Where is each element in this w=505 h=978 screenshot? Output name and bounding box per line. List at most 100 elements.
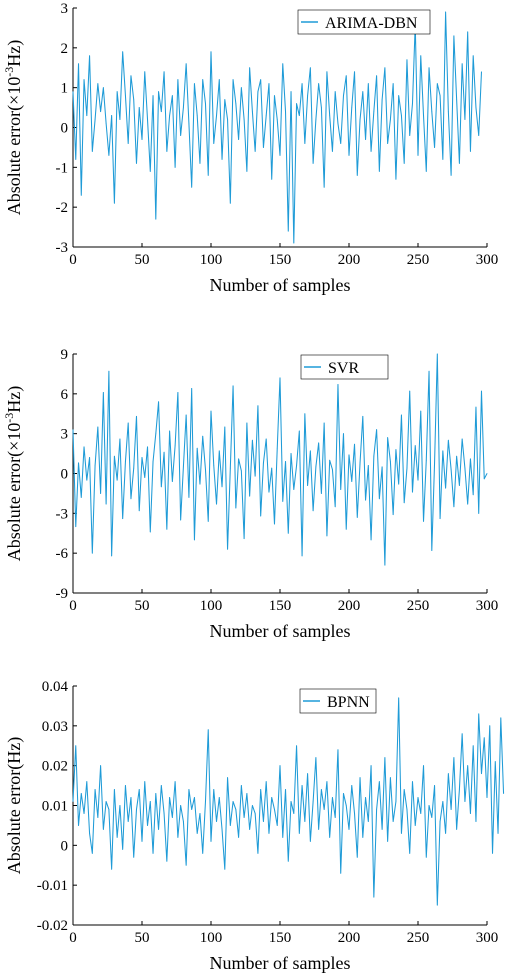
data-point: [321, 107, 322, 108]
data-point: [450, 809, 452, 810]
data-point: [351, 481, 353, 482]
data-point: [381, 99, 383, 101]
y-tick-label: -9: [56, 586, 69, 602]
data-point: [381, 466, 383, 468]
data-point: [370, 151, 372, 152]
y-tick-label: 0.02: [42, 759, 68, 775]
data-point: [497, 832, 499, 834]
data-point: [475, 107, 477, 108]
data-point: [472, 745, 474, 747]
x-tick-label: 0: [69, 598, 77, 614]
y-tick-label: -0.01: [37, 878, 68, 894]
data-point: [80, 793, 82, 794]
data-point: [395, 178, 397, 180]
data-point: [263, 821, 264, 822]
data-point: [362, 836, 364, 838]
data-point: [387, 840, 389, 842]
y-tick-label: 0.03: [42, 719, 68, 735]
data-point: [97, 83, 99, 85]
data-point: [481, 71, 482, 73]
data-point: [376, 75, 377, 77]
y-tick-label: 3: [61, 1, 69, 17]
data-point: [243, 119, 245, 120]
data-point: [472, 494, 474, 496]
data-point: [431, 817, 433, 818]
data-point: [147, 119, 148, 120]
data-point: [86, 115, 88, 116]
data-point: [185, 63, 187, 65]
data-point: [252, 111, 253, 112]
data-point: [434, 785, 435, 786]
data-point: [224, 426, 226, 428]
data-point: [417, 154, 419, 156]
data-point: [293, 489, 295, 490]
data-point: [442, 158, 444, 160]
data-point: [271, 467, 273, 469]
data-point: [378, 781, 380, 782]
data-point: [351, 107, 353, 108]
data-point: [343, 793, 344, 794]
data-point: [298, 430, 300, 432]
data-point: [149, 801, 151, 802]
data-point: [271, 797, 273, 798]
data-point: [268, 83, 270, 85]
data-point: [356, 174, 358, 176]
data-point: [323, 422, 325, 424]
data-point: [265, 438, 267, 440]
data-point: [326, 71, 328, 73]
data-point: [78, 63, 79, 65]
data-point: [483, 478, 485, 480]
data-point: [130, 498, 132, 500]
data-point: [177, 392, 179, 393]
data-point: [447, 773, 449, 775]
data-point: [171, 95, 173, 97]
data-point: [114, 455, 115, 457]
data-point: [412, 491, 413, 493]
y-tick-label: 6: [61, 387, 69, 403]
data-point: [309, 67, 311, 69]
data-point: [373, 111, 375, 112]
data-point: [227, 119, 228, 120]
data-point: [158, 401, 159, 403]
data-point: [199, 813, 201, 814]
data-point: [265, 115, 267, 116]
data-point: [414, 445, 416, 447]
data-point: [125, 785, 126, 786]
x-tick-label: 300: [476, 930, 499, 946]
data-point: [343, 433, 344, 435]
data-point: [442, 801, 444, 802]
legend-label: SVR: [328, 360, 359, 377]
data-point: [483, 737, 485, 739]
data-point: [136, 416, 137, 417]
data-point: [116, 479, 118, 481]
data-point: [166, 151, 168, 152]
data-point: [138, 789, 140, 790]
data-point: [160, 785, 162, 786]
data-point: [72, 91, 74, 93]
data-point: [392, 821, 394, 822]
data-point: [174, 445, 176, 447]
data-point: [227, 548, 228, 550]
data-point: [260, 789, 262, 790]
x-axis-title: Number of samples: [210, 953, 351, 973]
data-point: [387, 437, 389, 439]
legend: SVR: [300, 354, 389, 380]
data-point: [318, 83, 320, 85]
data-point: [420, 410, 422, 412]
data-point: [188, 789, 190, 790]
data-point: [348, 454, 350, 456]
data-point: [268, 832, 270, 834]
data-point: [163, 451, 165, 453]
data-point: [227, 777, 228, 779]
data-point: [213, 465, 215, 466]
data-point: [367, 465, 369, 466]
data-point: [365, 797, 366, 798]
data-point: [199, 483, 201, 485]
data-point: [229, 825, 231, 826]
data-point: [459, 162, 460, 164]
data-point: [229, 202, 231, 204]
x-tick-label: 50: [135, 930, 150, 946]
x-tick-label: 150: [269, 252, 292, 268]
data-point: [249, 495, 251, 497]
data-point: [340, 143, 342, 144]
